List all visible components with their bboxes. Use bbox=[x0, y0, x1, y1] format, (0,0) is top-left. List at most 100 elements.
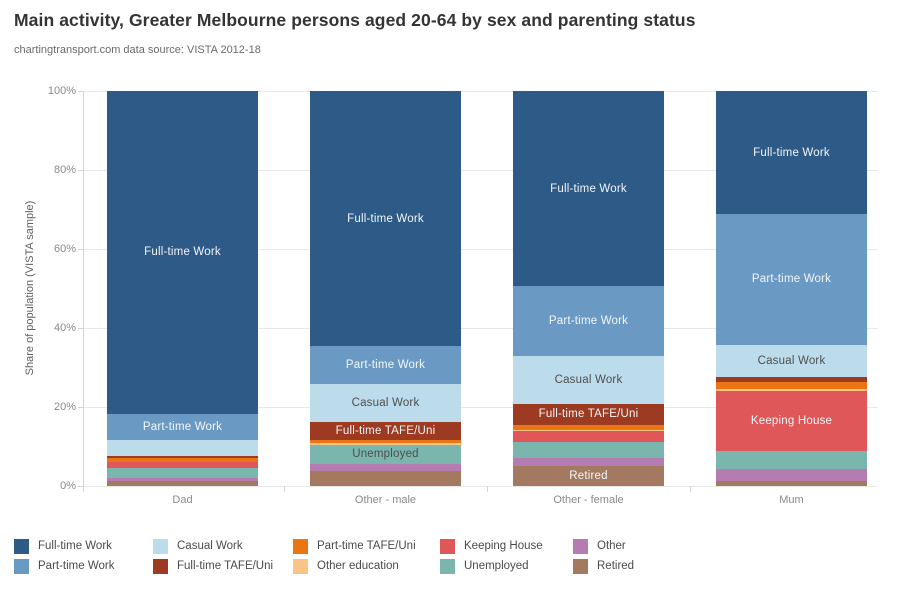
chart-subtitle: chartingtransport.com data source: VISTA… bbox=[14, 44, 261, 56]
gridline bbox=[84, 406, 878, 408]
bar-segment-casual-work bbox=[107, 439, 258, 456]
segment-label: Full-time Work bbox=[144, 246, 221, 259]
legend-label: Part-time TAFE/Uni bbox=[317, 540, 416, 552]
plot-area: Dad Other - male Other - female Mum Full-tim… bbox=[84, 90, 878, 506]
bar-segment-full-time-tafe-uni bbox=[513, 403, 664, 425]
bar-segment-casual-work bbox=[310, 383, 461, 423]
bar-segment-other-education bbox=[513, 429, 664, 431]
bar-segment-keeping-house bbox=[716, 391, 867, 451]
legend-label: Retired bbox=[597, 560, 635, 572]
bar-segment-other bbox=[716, 469, 867, 481]
x-category-label: Mum bbox=[779, 494, 804, 506]
y-tick-label: 0% bbox=[60, 480, 76, 492]
legend-swatch bbox=[440, 558, 455, 574]
segment-label: Casual Work bbox=[554, 374, 623, 387]
bar-segment-full-time-work bbox=[107, 91, 258, 414]
legend-label: Other bbox=[597, 540, 626, 552]
bar-segment-full-time-work bbox=[513, 91, 664, 287]
legend-item: Part-time TAFE/Uni bbox=[293, 536, 416, 556]
y-axis-line bbox=[83, 91, 84, 492]
x-axis-tick bbox=[690, 486, 691, 492]
legend-column: Part-time TAFE/Uni Other education bbox=[293, 536, 416, 576]
x-category-label: Dad bbox=[172, 494, 193, 506]
segment-label: Part-time Work bbox=[548, 315, 629, 328]
legend-swatch bbox=[293, 538, 308, 554]
legend-label: Full-time TAFE/Uni bbox=[177, 560, 274, 572]
gridline bbox=[84, 90, 878, 92]
legend-item: Retired bbox=[573, 556, 634, 576]
bar-segment-full-time-tafe-uni bbox=[716, 376, 867, 383]
bar-segment-other bbox=[310, 463, 461, 471]
legend-swatch bbox=[573, 558, 588, 574]
bar-segment-unemployed bbox=[513, 441, 664, 458]
chart-title: Main activity, Greater Melbourne persons… bbox=[14, 10, 696, 30]
legend-label: Other education bbox=[317, 560, 399, 572]
gridline bbox=[84, 327, 878, 329]
bar-segment-unemployed bbox=[716, 450, 867, 470]
y-tick-label: 60% bbox=[53, 243, 76, 255]
y-axis-tick bbox=[78, 328, 83, 329]
y-axis-tick bbox=[78, 249, 83, 250]
x-axis-tick bbox=[487, 486, 488, 492]
bar-segment-other bbox=[107, 477, 258, 481]
legend-swatch bbox=[440, 538, 455, 554]
legend-item: Casual Work bbox=[153, 536, 273, 556]
legend-label: Unemployed bbox=[464, 560, 529, 572]
legend-label: Keeping House bbox=[464, 540, 543, 552]
y-axis-tick bbox=[78, 91, 83, 92]
legend-swatch bbox=[293, 558, 308, 574]
legend-swatch bbox=[573, 538, 588, 554]
segment-label: Keeping House bbox=[750, 415, 833, 428]
bar-segment-keeping-house bbox=[513, 430, 664, 442]
legend-item: Other bbox=[573, 536, 634, 556]
legend-column: Other Retired bbox=[573, 536, 634, 576]
segment-label: Part-time Work bbox=[142, 420, 223, 433]
legend-item: Full-time Work bbox=[14, 536, 114, 556]
y-tick-label: 20% bbox=[53, 401, 76, 413]
segment-label: Full-time Work bbox=[753, 146, 830, 159]
bar-segment-retired bbox=[716, 480, 867, 486]
y-tick-label: 100% bbox=[47, 85, 76, 97]
y-axis-tick bbox=[78, 486, 83, 487]
bar-segment-part-time-work bbox=[107, 413, 258, 440]
bar-segment-part-time-tafe-uni bbox=[716, 382, 867, 389]
gridline bbox=[84, 169, 878, 171]
bar-segment-part-time-work bbox=[513, 286, 664, 357]
legend: Full-time Work Part-time Work Casual Work F… bbox=[0, 536, 900, 586]
bar-segment-part-time-work bbox=[310, 346, 461, 384]
y-tick-label: 40% bbox=[53, 322, 76, 334]
bar-segment-full-time-work bbox=[310, 91, 461, 347]
legend-column: Keeping House Unemployed bbox=[440, 536, 543, 576]
bar-segment-part-time-work bbox=[716, 214, 867, 345]
bar-segment-retired bbox=[310, 470, 461, 486]
legend-item: Full-time TAFE/Uni bbox=[153, 556, 273, 576]
bar-segment-unemployed bbox=[107, 468, 258, 478]
bar-segment-part-time-tafe-uni bbox=[513, 424, 664, 430]
gridline bbox=[84, 248, 878, 250]
legend-item: Other education bbox=[293, 556, 416, 576]
segment-label: Part-time Work bbox=[345, 358, 426, 371]
legend-swatch bbox=[153, 558, 168, 574]
bar-segment-full-time-tafe-uni bbox=[107, 455, 258, 459]
legend-column: Casual Work Full-time TAFE/Uni bbox=[153, 536, 273, 576]
segment-label: Full-time Work bbox=[550, 182, 627, 195]
legend-label: Casual Work bbox=[177, 540, 243, 552]
y-tick-label: 80% bbox=[53, 164, 76, 176]
bar-segment-full-time-work bbox=[716, 91, 867, 215]
gridline bbox=[84, 485, 878, 487]
bar-segment-part-time-tafe-uni bbox=[107, 458, 258, 463]
bar-segment-full-time-tafe-uni bbox=[310, 422, 461, 440]
bar-segment-keeping-house bbox=[107, 462, 258, 469]
bar-segment-casual-work bbox=[716, 344, 867, 377]
bar-segment-other-education bbox=[716, 388, 867, 392]
x-category-label: Other - female bbox=[553, 494, 624, 506]
legend-swatch bbox=[153, 538, 168, 554]
legend-item: Part-time Work bbox=[14, 556, 114, 576]
bar-segment-other-education bbox=[310, 443, 461, 445]
x-axis-tick bbox=[284, 486, 285, 492]
bar-segment-part-time-tafe-uni bbox=[310, 439, 461, 444]
bar-segment-other bbox=[513, 457, 664, 467]
legend-swatch bbox=[14, 558, 29, 574]
bar-segment-retired bbox=[513, 466, 664, 486]
